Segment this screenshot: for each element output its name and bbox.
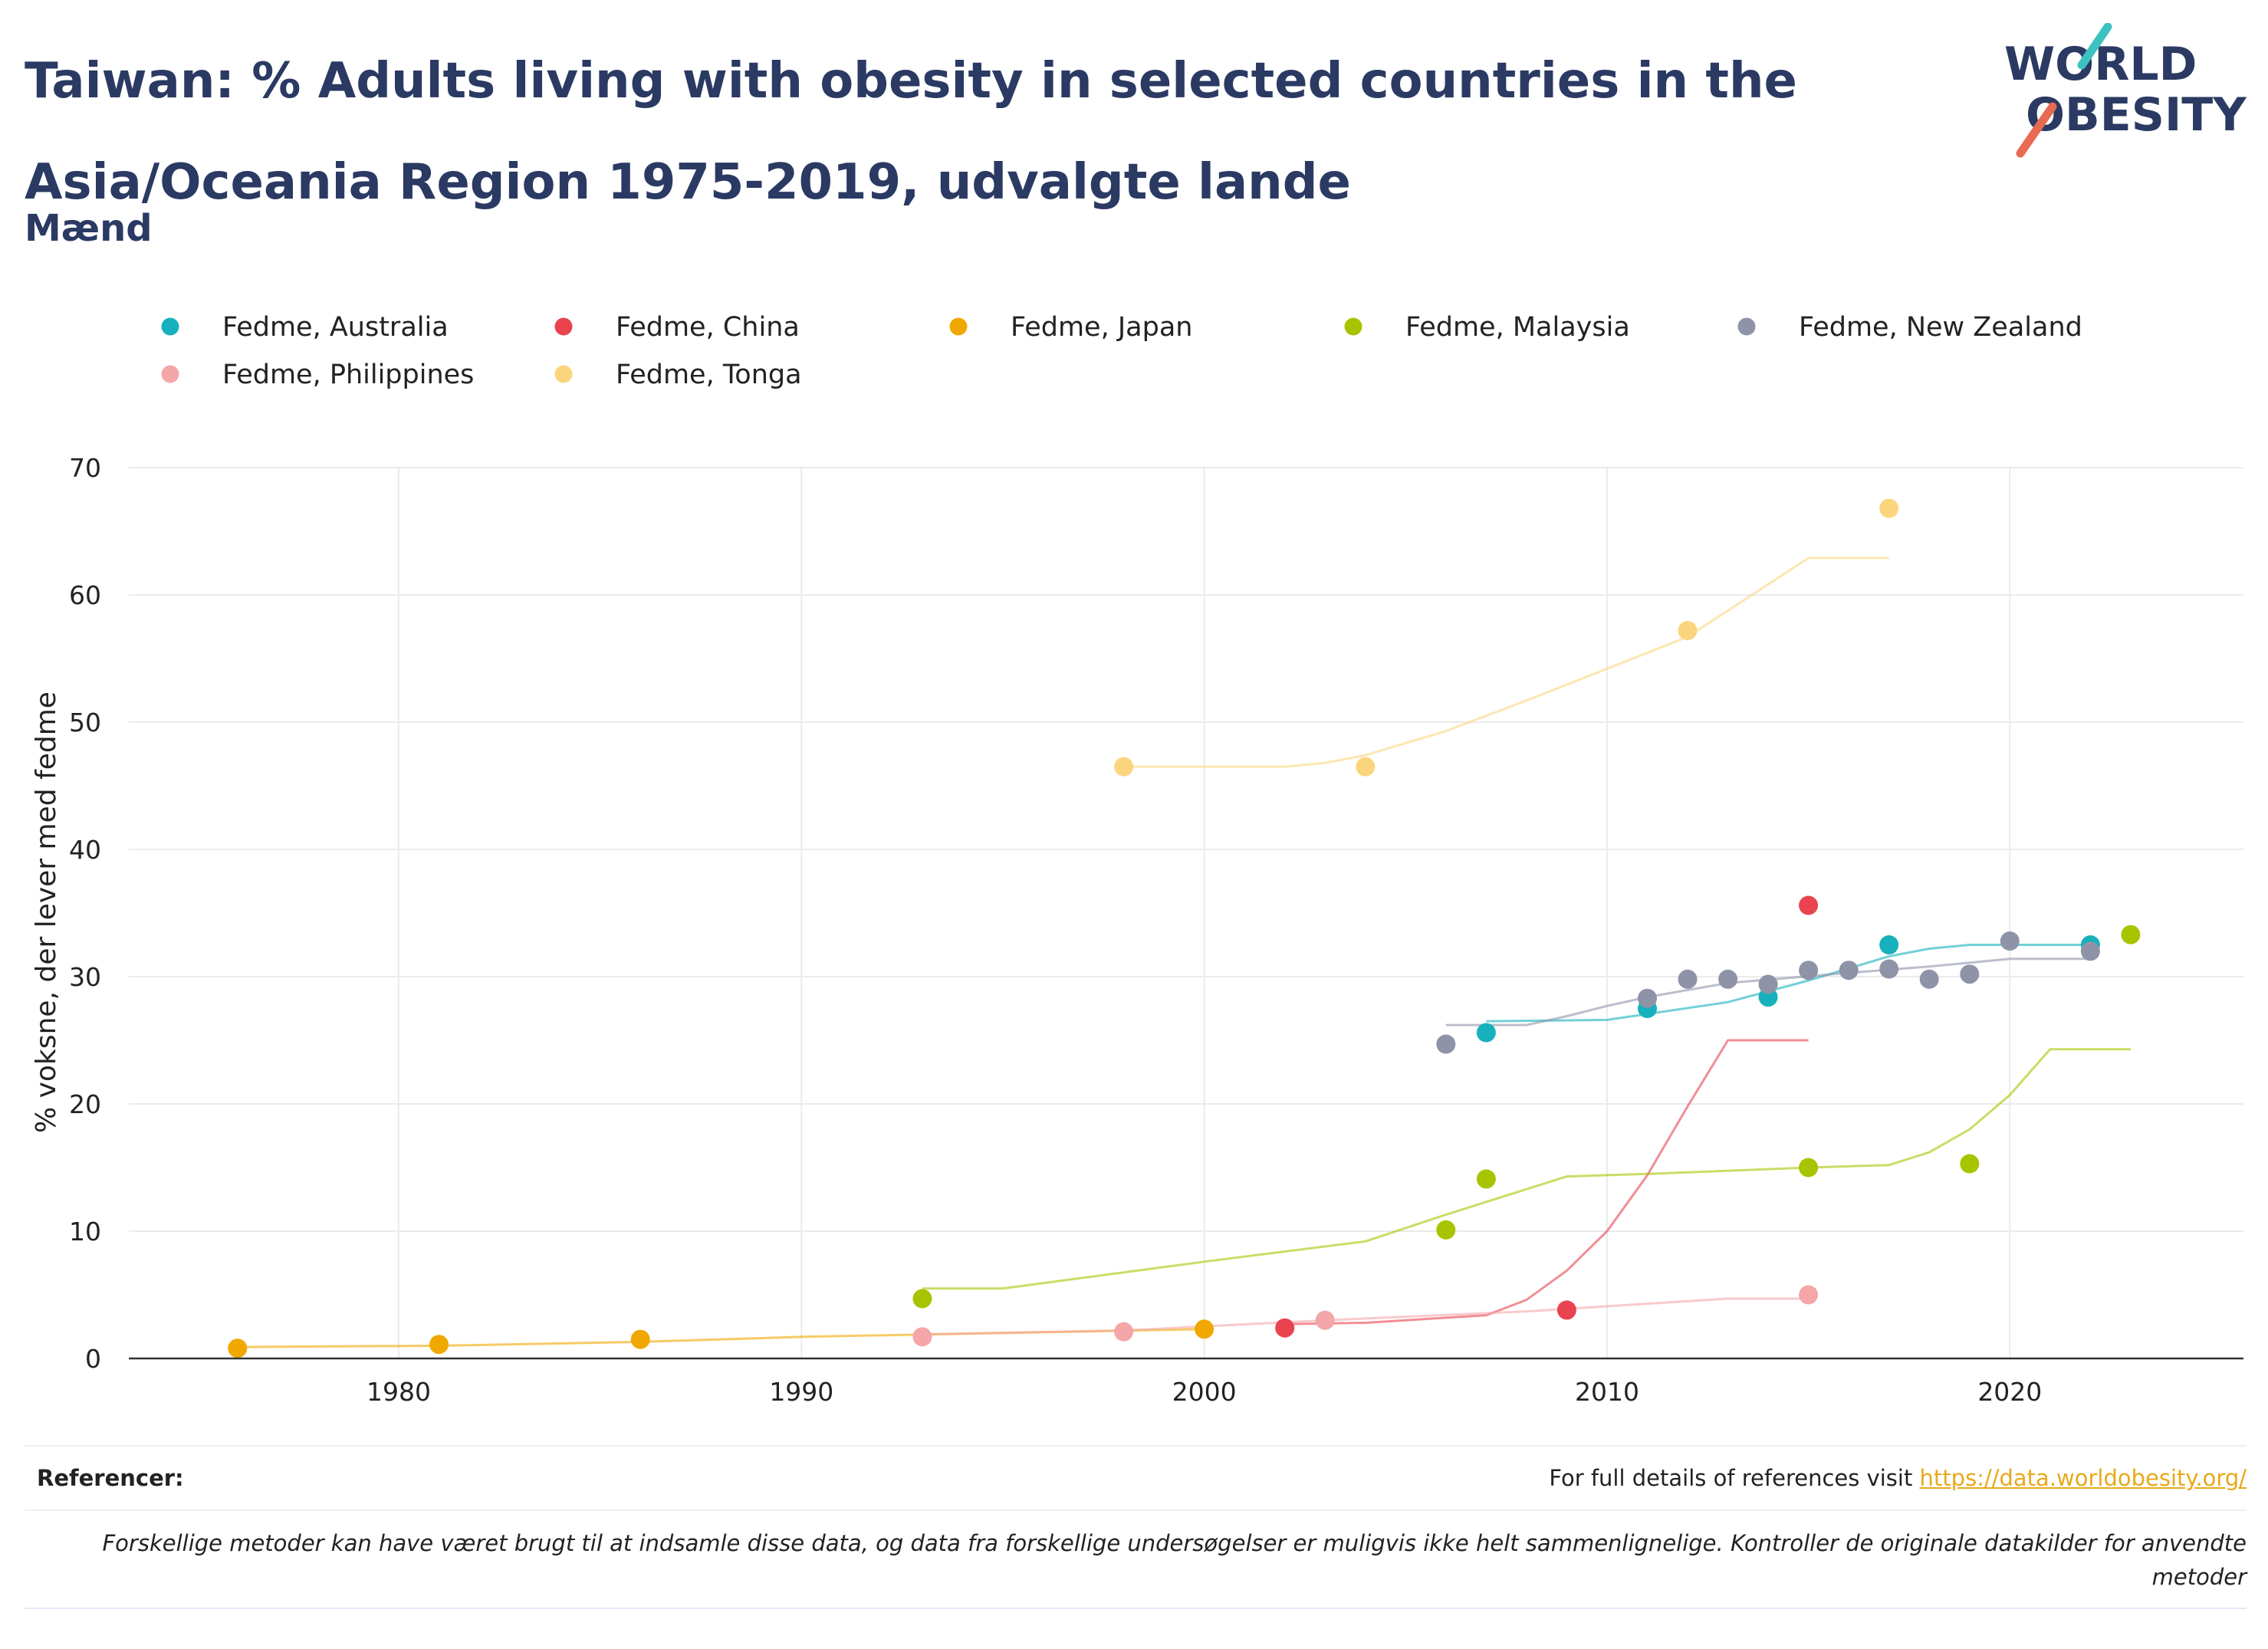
data-point-new-zealand[interactable] bbox=[1638, 988, 1657, 1008]
logo-slash-top bbox=[2077, 23, 2112, 70]
y-tick-label: 20 bbox=[69, 1089, 101, 1119]
data-point-japan[interactable] bbox=[228, 1339, 248, 1358]
data-point-japan[interactable] bbox=[429, 1335, 449, 1355]
legend-item-new-zealand[interactable]: Fedme, New Zealand bbox=[1737, 312, 2082, 343]
legend-marker-new-zealand bbox=[1737, 317, 1756, 336]
legend-label-australia: Fedme, Australia bbox=[222, 312, 449, 343]
legend-item-malaysia[interactable]: Fedme, Malaysia bbox=[1344, 312, 1630, 343]
data-point-new-zealand[interactable] bbox=[1718, 969, 1738, 989]
chart-subtitle: Mænd bbox=[25, 207, 153, 250]
legend-item-tonga[interactable]: Fedme, Tonga bbox=[554, 360, 802, 390]
data-point-new-zealand[interactable] bbox=[1799, 961, 1819, 981]
legend-item-australia[interactable]: Fedme, Australia bbox=[161, 312, 449, 343]
logo-text-line2: OBESITY bbox=[2026, 88, 2247, 142]
legend-label-malaysia: Fedme, Malaysia bbox=[1405, 312, 1630, 343]
methods-note: Forskellige metoder kan have været brugt… bbox=[25, 1509, 2247, 1609]
data-point-philippines[interactable] bbox=[1315, 1310, 1335, 1330]
data-point-new-zealand[interactable] bbox=[1839, 961, 1859, 981]
chart-points bbox=[228, 498, 2141, 1358]
legend-label-philippines: Fedme, Philippines bbox=[222, 360, 474, 390]
y-tick-label: 50 bbox=[69, 708, 101, 737]
references-prefix: For full details of references visit bbox=[1549, 1465, 1920, 1491]
references-row: Referencer: For full details of referenc… bbox=[25, 1445, 2247, 1509]
data-point-new-zealand[interactable] bbox=[1919, 969, 1939, 989]
legend-label-new-zealand: Fedme, New Zealand bbox=[1799, 312, 2082, 343]
data-point-australia[interactable] bbox=[1879, 935, 1899, 954]
data-point-tonga[interactable] bbox=[1678, 621, 1698, 640]
y-tick-label: 40 bbox=[69, 835, 101, 865]
x-tick-label: 2000 bbox=[1172, 1377, 1237, 1407]
trend-line-australia bbox=[1486, 944, 2091, 1023]
x-tick-label: 1980 bbox=[366, 1377, 431, 1407]
legend-item-japan[interactable]: Fedme, Japan bbox=[949, 312, 1193, 343]
data-point-tonga[interactable] bbox=[1356, 757, 1376, 777]
data-point-new-zealand[interactable] bbox=[1758, 974, 1778, 994]
data-point-china[interactable] bbox=[1556, 1300, 1576, 1320]
data-point-new-zealand[interactable] bbox=[1678, 969, 1698, 989]
obesity-scatter-chart: Fedme, Australia Fedme, China Fedme, Japan… bbox=[31, 312, 2243, 1407]
y-axis-title: % voksne, der lever med fedme bbox=[31, 691, 62, 1133]
y-tick-label: 70 bbox=[69, 453, 101, 483]
data-point-new-zealand[interactable] bbox=[1960, 964, 1980, 984]
x-tick-label: 2020 bbox=[1977, 1377, 2042, 1407]
data-point-tonga[interactable] bbox=[1879, 498, 1899, 518]
data-point-japan[interactable] bbox=[630, 1329, 650, 1349]
data-point-new-zealand[interactable] bbox=[1879, 959, 1899, 979]
data-point-australia[interactable] bbox=[1476, 1023, 1496, 1043]
references-text: For full details of references visit htt… bbox=[1549, 1465, 2247, 1491]
y-tick-label: 0 bbox=[85, 1344, 101, 1374]
data-point-new-zealand[interactable] bbox=[2000, 931, 2020, 951]
y-tick-label: 10 bbox=[69, 1217, 101, 1247]
trend-line-tonga bbox=[1123, 557, 1889, 768]
data-point-philippines[interactable] bbox=[1799, 1285, 1819, 1305]
x-tick-label: 1990 bbox=[769, 1377, 833, 1407]
trend-line-philippines bbox=[922, 1297, 1809, 1335]
logo-slash-bottom bbox=[2016, 102, 2057, 158]
legend-marker-japan bbox=[949, 317, 968, 336]
data-point-china[interactable] bbox=[1275, 1318, 1295, 1338]
references-label: Referencer: bbox=[37, 1465, 184, 1491]
trend-line-china bbox=[1284, 1039, 1809, 1325]
legend-marker-australia bbox=[161, 317, 179, 336]
data-point-philippines[interactable] bbox=[912, 1327, 932, 1347]
legend-label-china: Fedme, China bbox=[616, 312, 800, 343]
chart-grid bbox=[129, 467, 2243, 1358]
chart-title: Taiwan: % Adults living with obesity in … bbox=[25, 53, 1797, 211]
trend-line-new-zealand bbox=[1445, 958, 2091, 1027]
chart-axes: 0 10 20 30 40 50 60 70 1980 1990 2000 2010 2020 bbox=[69, 453, 2243, 1407]
legend-marker-malaysia bbox=[1344, 317, 1362, 336]
data-point-china[interactable] bbox=[1799, 895, 1819, 915]
legend-item-china[interactable]: Fedme, China bbox=[554, 312, 800, 343]
legend-label-japan: Fedme, Japan bbox=[1011, 312, 1192, 343]
chart-legend: Fedme, Australia Fedme, China Fedme, Japan… bbox=[161, 312, 2082, 390]
y-tick-label: 30 bbox=[69, 962, 101, 992]
trend-line-malaysia bbox=[922, 1048, 2131, 1290]
legend-marker-philippines bbox=[161, 365, 179, 383]
data-point-philippines[interactable] bbox=[1114, 1322, 1134, 1342]
legend-marker-tonga bbox=[554, 365, 573, 383]
data-point-japan[interactable] bbox=[1195, 1319, 1215, 1339]
data-point-new-zealand[interactable] bbox=[1436, 1034, 1456, 1054]
legend-marker-china bbox=[554, 317, 573, 336]
logo-text-line1: WORLD bbox=[2004, 38, 2197, 91]
data-point-malaysia[interactable] bbox=[912, 1289, 932, 1309]
data-point-tonga[interactable] bbox=[1114, 757, 1134, 777]
legend-item-philippines[interactable]: Fedme, Philippines bbox=[161, 360, 475, 390]
references-link[interactable]: https://data.worldobesity.org/ bbox=[1919, 1465, 2247, 1491]
x-tick-label: 2010 bbox=[1575, 1377, 1639, 1407]
data-point-malaysia[interactable] bbox=[1960, 1154, 1980, 1174]
y-tick-label: 60 bbox=[69, 580, 101, 610]
footer: Referencer: For full details of referenc… bbox=[25, 1445, 2247, 1609]
chart-trend-lines bbox=[237, 557, 2131, 1348]
data-point-malaysia[interactable] bbox=[1436, 1220, 1456, 1240]
legend-label-tonga: Fedme, Tonga bbox=[616, 360, 802, 390]
world-obesity-logo: WORLD OBESITY bbox=[2004, 23, 2247, 158]
data-point-malaysia[interactable] bbox=[2121, 925, 2141, 944]
data-point-new-zealand[interactable] bbox=[2080, 941, 2100, 961]
data-point-malaysia[interactable] bbox=[1799, 1158, 1819, 1178]
data-point-malaysia[interactable] bbox=[1476, 1169, 1496, 1189]
